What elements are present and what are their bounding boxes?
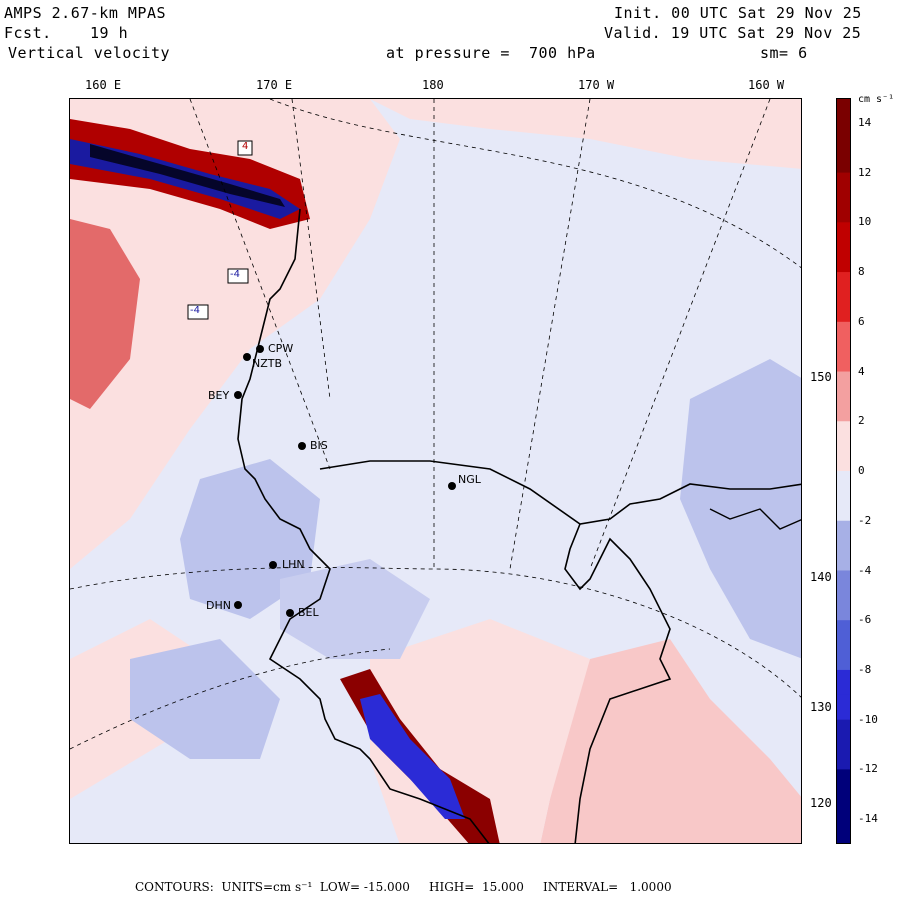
colorbar-bin <box>836 446 851 472</box>
colorbar-tick-label: -4 <box>858 563 872 577</box>
colorbar-tick-label: 2 <box>858 414 865 428</box>
pale-red-region-north <box>370 99 801 169</box>
red-streaks-west <box>70 219 140 409</box>
colorbar-bin <box>836 769 851 795</box>
colorbar <box>836 98 851 844</box>
coastline <box>237 208 490 843</box>
station-markers <box>234 345 456 617</box>
station-dot-bey <box>234 391 242 399</box>
colorbar-bin <box>836 396 851 422</box>
map-panel[interactable]: CPW NZTB BEY BIS NGL BEL LHN DHN 4 -4 -4 <box>69 98 802 844</box>
colorbar-bin <box>836 620 851 646</box>
lat-lon-grid <box>70 99 801 750</box>
colorbar-bin <box>836 222 851 248</box>
contour-label-pos4: 4 <box>242 141 249 152</box>
pale-red-region-west <box>70 99 400 569</box>
colorbar-bin <box>836 296 851 323</box>
contour-label-boxes <box>187 140 253 320</box>
colorbar-bin <box>836 272 851 298</box>
colorbar-tick-label: -2 <box>858 513 872 527</box>
colorbar-bin <box>836 421 851 447</box>
contour-label-neg4-b: -4 <box>190 305 200 316</box>
vertical-velocity-map <box>70 99 801 843</box>
field-name: Vertical velocity <box>8 44 171 62</box>
pale-red-region-southeast <box>540 639 801 843</box>
station-dot-dhn <box>234 601 242 609</box>
colorbar-unit: cm s⁻¹ <box>858 94 895 105</box>
colorbar-bin <box>836 495 851 522</box>
station-label-bey: BEY <box>208 389 230 402</box>
colorbar-bin <box>836 122 851 149</box>
colorbar-bin <box>836 570 851 596</box>
lon-label-160e: 160 E <box>85 78 122 92</box>
colorbar-bin <box>836 545 851 571</box>
colorbar-bin <box>836 719 851 746</box>
station-label-lhn: LHN <box>282 558 305 571</box>
lon-label-180: 180 <box>422 78 444 92</box>
inland-boundary <box>564 523 672 843</box>
colorbar-bin <box>836 147 851 174</box>
strong-band-black <box>90 144 285 207</box>
colorbar-bin <box>836 247 851 273</box>
colorbar-tick-label: -14 <box>858 812 878 826</box>
init-time: Init. 00 UTC Sat 29 Nov 25 <box>614 4 862 22</box>
colorbar-bin <box>836 794 851 820</box>
pressure-level: at pressure = 700 hPa <box>386 44 596 62</box>
station-label-cpw: CPW <box>268 342 294 355</box>
colorbar-bin <box>836 744 851 770</box>
colorbar-bin <box>836 197 851 223</box>
colorbar-bin <box>836 645 851 671</box>
colorbar-bin <box>836 321 851 348</box>
forecast-label: Fcst. <box>4 24 52 42</box>
ice-shelf-edge <box>319 460 801 525</box>
station-label-bel: BEL <box>298 606 319 619</box>
station-dot-ngl <box>448 482 456 490</box>
colorbar-tick-label: 0 <box>858 464 865 477</box>
station-dot-lhn <box>269 561 277 569</box>
station-dot-bel <box>286 609 294 617</box>
colorbar-tick-label: -6 <box>858 613 872 627</box>
colorbar-bin <box>836 371 851 397</box>
colorbar-tick-label: 10 <box>858 215 872 229</box>
model-title: AMPS 2.67-km MPAS <box>4 4 167 22</box>
colorbar-tick-label: -8 <box>858 662 872 676</box>
lon-label-170w: 170 W <box>578 78 615 92</box>
colorbar-tick-label: 4 <box>858 364 865 378</box>
colorbar-bin <box>836 172 851 198</box>
colorbar-tick-label: -12 <box>858 762 878 776</box>
colorbar-bin <box>836 694 851 721</box>
colorbar-tick-label: 6 <box>858 314 865 328</box>
station-label-nztb: NZTB <box>252 357 283 370</box>
colorbar-tick-label: -10 <box>858 712 878 726</box>
contour-label-neg4-a: -4 <box>230 269 240 280</box>
station-dot-bis <box>298 442 306 450</box>
blue-region-south <box>280 559 430 659</box>
colorbar-bin <box>836 669 851 696</box>
contour-info: CONTOURS: UNITS=cm s⁻¹ LOW= -15.000 HIGH… <box>135 880 672 894</box>
forecast-value: 19 h <box>90 24 129 42</box>
lon-label-160w: 160 W <box>748 78 785 92</box>
station-label-dhn: DHN <box>206 599 231 612</box>
colorbar-bin <box>836 471 851 497</box>
blue-region-east <box>680 359 801 659</box>
colorbar-tick-label: 14 <box>858 115 872 129</box>
station-label-bis: BIS <box>310 439 328 452</box>
colorbar-bin <box>836 346 851 373</box>
colorbar-border <box>836 98 851 844</box>
smoothing: sm= 6 <box>760 44 808 62</box>
valid-time: Valid. 19 UTC Sat 29 Nov 25 <box>604 24 862 42</box>
colorbar-tick-label: 12 <box>858 165 872 179</box>
colorbar-tick-label: 8 <box>858 265 865 279</box>
colorbar-bin <box>836 819 851 844</box>
colorbar-bin <box>836 595 851 621</box>
station-dot-nztb <box>243 353 251 361</box>
station-dot-cpw <box>256 345 264 353</box>
lon-label-170e: 170 E <box>256 78 293 92</box>
colorbar-bin <box>836 520 851 547</box>
strong-band-south-blue <box>360 694 465 819</box>
station-label-ngl: NGL <box>458 473 481 486</box>
island-coast-east <box>709 508 801 530</box>
blue-region-southwest <box>130 639 280 759</box>
colorbar-bin <box>836 98 851 124</box>
